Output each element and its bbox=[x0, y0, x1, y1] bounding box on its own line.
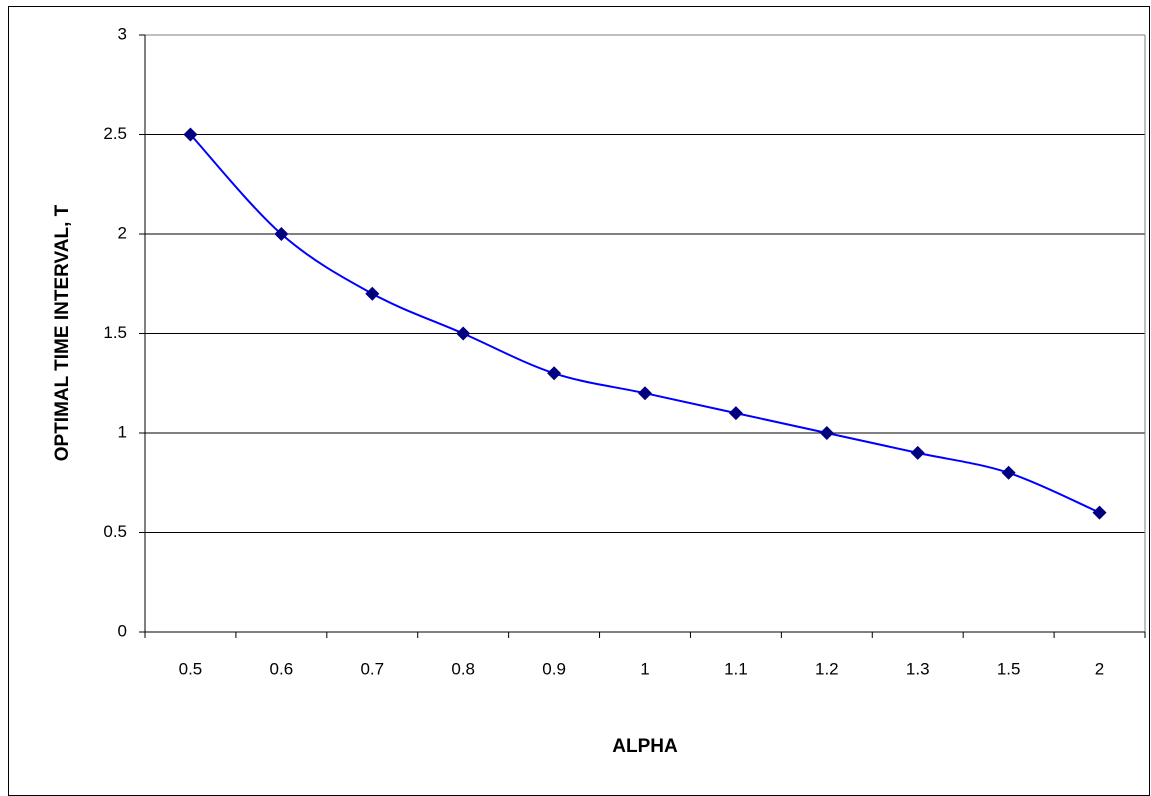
x-tick-label: 1.2 bbox=[815, 659, 839, 678]
x-tick-label: 0.7 bbox=[360, 659, 384, 678]
y-tick-label: 0 bbox=[118, 621, 127, 640]
x-tick-label: 1.3 bbox=[906, 659, 930, 678]
x-tick-label: 0.6 bbox=[270, 659, 294, 678]
x-tick-label: 1.1 bbox=[724, 659, 748, 678]
marker bbox=[365, 286, 380, 301]
marker bbox=[910, 445, 925, 460]
x-tick-label: 0.9 bbox=[542, 659, 566, 678]
chart-border bbox=[8, 6, 1150, 796]
y-tick-label: 2 bbox=[118, 223, 127, 242]
marker bbox=[1001, 465, 1016, 480]
x-axis-title: ALPHA bbox=[612, 736, 678, 757]
y-tick-label: 2.5 bbox=[103, 124, 127, 143]
marker bbox=[456, 326, 471, 341]
y-tick-label: 1.5 bbox=[103, 323, 127, 342]
x-tick-label: 0.8 bbox=[451, 659, 475, 678]
marker bbox=[547, 366, 562, 381]
x-tick-label: 1 bbox=[640, 659, 649, 678]
marker bbox=[1092, 505, 1107, 520]
x-tick-label: 2 bbox=[1095, 659, 1104, 678]
y-tick-label: 3 bbox=[118, 24, 127, 43]
marker bbox=[638, 386, 652, 401]
y-axis-title: OPTIMAL TIME INTERVAL, T bbox=[52, 204, 73, 461]
marker bbox=[183, 127, 198, 142]
y-tick-label: 0.5 bbox=[103, 522, 127, 541]
marker bbox=[819, 426, 834, 440]
x-tick-label: 1.5 bbox=[997, 659, 1021, 678]
marker bbox=[274, 227, 289, 241]
x-tick-label: 0.5 bbox=[179, 659, 203, 678]
marker bbox=[728, 406, 743, 421]
y-tick-label: 1 bbox=[118, 422, 127, 441]
